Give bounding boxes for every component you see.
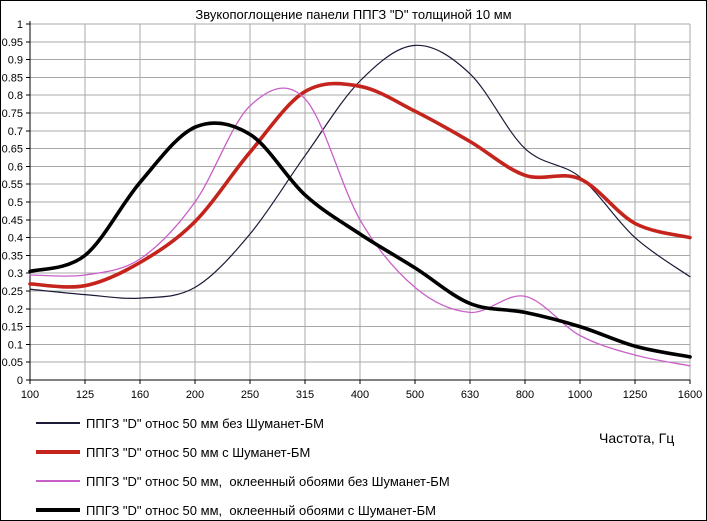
x-tick-label: 500 (406, 389, 424, 401)
gridlines (29, 23, 691, 381)
y-tick-label: 0.85 (2, 72, 23, 84)
y-tick-label: 1 (17, 19, 23, 31)
y-tick-label: 0.15 (2, 322, 23, 334)
legend-item-2: ППГЗ "D" относ 50 мм, оклеенный обоями б… (36, 471, 450, 491)
x-tick-label: 250 (241, 389, 259, 401)
x-tick-label: 100 (21, 389, 39, 401)
y-tick-label: 0.4 (8, 233, 23, 245)
y-tick-label: 0.1 (8, 339, 23, 351)
legend-line-swatch (36, 450, 80, 454)
legend-label: ППГЗ "D" относ 50 мм с Шуманет-БМ (86, 444, 311, 460)
y-tick-label: 0.55 (2, 179, 23, 191)
y-tick-label: 0.25 (2, 286, 23, 298)
x-axis-tick-labels: 100 125 160 200 250 315 400 500 630 800 1000 1250 16… (21, 389, 702, 401)
y-tick-label: 0.05 (2, 357, 23, 369)
legend-label: ППГЗ "D" относ 50 мм, оклеенный обоями б… (86, 473, 450, 489)
x-tick-label: 200 (186, 389, 204, 401)
legend-label: ППГЗ "D" относ 50 мм без Шуманет-БМ (86, 415, 324, 431)
series-curve-2 (29, 87, 691, 367)
y-tick-label: 0.65 (2, 144, 23, 156)
x-axis-title: Частота, Гц (599, 430, 675, 446)
x-tick-label: 400 (351, 389, 369, 401)
y-tick-label: 0.5 (8, 197, 23, 209)
legend-item-0: ППГЗ "D" относ 50 мм без Шуманет-БМ (36, 413, 324, 433)
x-tick-label: 315 (296, 389, 314, 401)
series-curve-1 (28, 81, 692, 289)
legend-label: ППГЗ "D" относ 50 мм, оклеенный обоями с… (86, 502, 436, 518)
y-tick-label: 0 (17, 375, 23, 387)
y-tick-label: 0.95 (2, 37, 23, 49)
x-tick-label: 630 (461, 389, 479, 401)
x-tick-label: 160 (131, 389, 149, 401)
y-tick-label: 0.45 (2, 215, 23, 227)
x-tick-label: 800 (516, 389, 534, 401)
y-tick-label: 0.3 (8, 268, 23, 280)
y-tick-label: 0.8 (8, 90, 23, 102)
legend-line-swatch (36, 508, 80, 512)
y-axis-tick-labels: 1 0.95 0.9 0.85 0.8 0.75 0.7 0.65 0.6 0.55 0.5 0.45… (2, 19, 23, 387)
x-tick-label: 1000 (568, 389, 592, 401)
legend-line-swatch (36, 480, 80, 482)
x-tick-label: 1600 (678, 389, 702, 401)
x-tick-label: 125 (76, 389, 94, 401)
legend-item-1: ППГЗ "D" относ 50 мм с Шуманет-БМ (36, 442, 310, 462)
series-curve-3 (28, 121, 692, 359)
y-tick-label: 0.9 (8, 55, 23, 67)
chart-title: Звукопоглощение панели ППГЗ "D" толщиной… (195, 7, 512, 22)
axes (26, 21, 691, 384)
y-tick-label: 0.2 (8, 304, 23, 316)
y-tick-label: 0.7 (8, 126, 23, 138)
legend-item-3: ППГЗ "D" относ 50 мм, оклеенный обоями с… (36, 500, 436, 520)
legend-line-swatch (36, 422, 80, 424)
y-tick-label: 0.6 (8, 161, 23, 173)
y-tick-label: 0.35 (2, 250, 23, 262)
y-tick-label: 0.75 (2, 108, 23, 120)
x-tick-label: 1250 (623, 389, 647, 401)
